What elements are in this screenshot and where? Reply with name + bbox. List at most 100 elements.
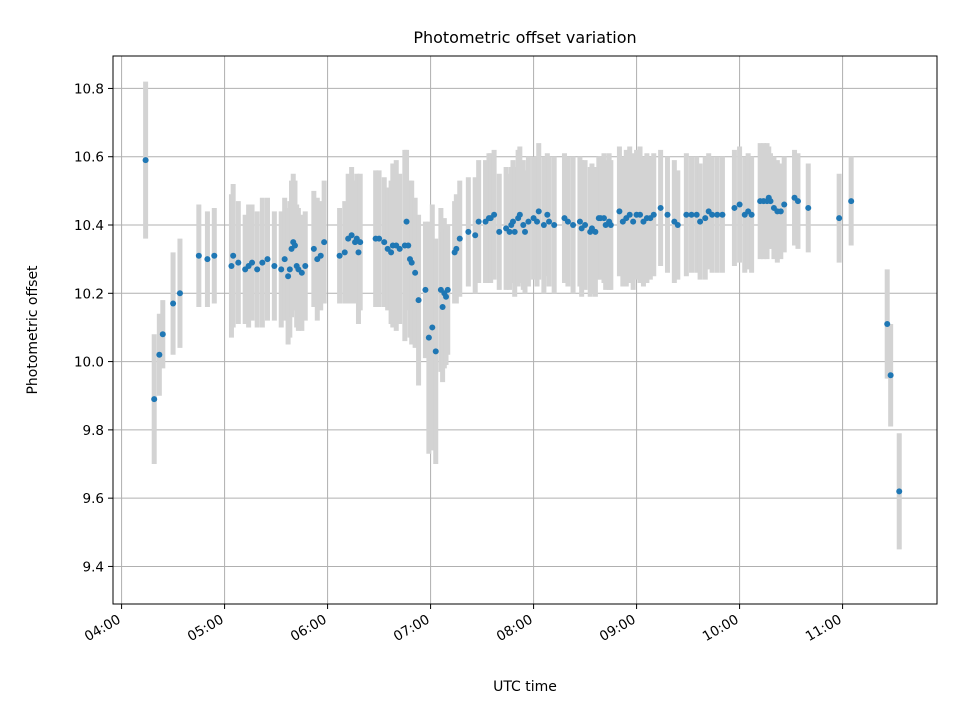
data-point bbox=[235, 259, 242, 266]
data-point bbox=[805, 204, 812, 211]
data-point bbox=[630, 218, 637, 225]
data-point bbox=[650, 211, 657, 218]
data-point bbox=[388, 249, 395, 256]
x-tick-label: 10:00 bbox=[700, 612, 742, 645]
data-point bbox=[429, 324, 436, 331]
data-point bbox=[767, 198, 774, 205]
grid-lines bbox=[113, 56, 937, 604]
data-point bbox=[465, 228, 472, 235]
data-point bbox=[535, 208, 542, 215]
data-point bbox=[336, 252, 343, 259]
data-point bbox=[736, 201, 743, 208]
y-tick-label: 9.4 bbox=[83, 559, 104, 575]
x-tick-label: 04:00 bbox=[82, 612, 124, 645]
data-point bbox=[472, 232, 479, 239]
x-tick-label: 07:00 bbox=[391, 612, 433, 645]
data-point bbox=[302, 262, 309, 269]
data-point bbox=[264, 256, 271, 263]
data-point bbox=[884, 321, 891, 328]
data-point bbox=[228, 262, 235, 269]
data-point bbox=[702, 215, 709, 222]
data-point bbox=[422, 286, 429, 293]
data-point bbox=[534, 218, 541, 225]
data-point bbox=[709, 211, 716, 218]
data-point bbox=[592, 228, 599, 235]
data-point bbox=[748, 211, 755, 218]
data-point bbox=[664, 211, 671, 218]
data-point bbox=[285, 273, 292, 280]
x-axis-label: UTC time bbox=[493, 679, 557, 695]
data-point bbox=[357, 239, 364, 246]
data-point bbox=[151, 396, 158, 403]
data-point bbox=[425, 334, 432, 341]
data-point bbox=[516, 211, 523, 218]
data-point bbox=[456, 235, 463, 242]
y-tick-label: 10.4 bbox=[74, 218, 104, 234]
data-point bbox=[693, 211, 700, 218]
chart-title: Photometric offset variation bbox=[413, 28, 636, 47]
data-point bbox=[794, 198, 801, 205]
data-point bbox=[432, 348, 439, 355]
y-tick-label: 10.6 bbox=[74, 150, 104, 166]
data-point bbox=[317, 252, 324, 259]
data-point bbox=[453, 245, 460, 252]
data-point bbox=[511, 228, 518, 235]
data-point bbox=[159, 331, 166, 338]
data-point bbox=[439, 303, 446, 310]
x-axis-ticks: 04:00 05:00 06:00 07:00 08:00 09:00 10:00 11:00 bbox=[82, 604, 845, 645]
y-tick-label: 10.8 bbox=[74, 81, 104, 97]
data-point bbox=[714, 211, 721, 218]
data-point bbox=[637, 211, 644, 218]
data-point bbox=[836, 215, 843, 222]
data-point bbox=[156, 351, 163, 358]
data-point bbox=[781, 201, 788, 208]
error-bars bbox=[143, 81, 902, 550]
data-point bbox=[396, 245, 403, 252]
data-point bbox=[230, 252, 237, 259]
data-point bbox=[444, 286, 451, 293]
x-tick-label: 09:00 bbox=[597, 612, 639, 645]
data-point bbox=[376, 235, 383, 242]
data-point bbox=[777, 208, 784, 215]
data-point bbox=[281, 256, 288, 263]
data-point bbox=[626, 211, 633, 218]
data-point bbox=[520, 222, 527, 229]
data-point bbox=[259, 259, 266, 266]
data-point bbox=[522, 228, 528, 235]
data-point bbox=[540, 222, 547, 229]
data-point bbox=[731, 204, 738, 211]
data-point bbox=[403, 218, 410, 225]
data-point bbox=[525, 218, 532, 225]
data-point bbox=[405, 242, 412, 249]
data-point bbox=[506, 228, 513, 235]
data-point bbox=[683, 211, 690, 218]
data-point bbox=[576, 218, 583, 225]
data-point bbox=[204, 256, 211, 263]
data-point bbox=[348, 232, 355, 239]
data-point bbox=[848, 198, 855, 205]
y-axis-label: Photometric offset bbox=[25, 265, 41, 395]
data-point bbox=[697, 218, 704, 225]
data-point bbox=[408, 259, 415, 266]
data-point bbox=[355, 249, 362, 256]
data-point bbox=[509, 218, 516, 225]
data-point bbox=[286, 266, 293, 273]
data-point bbox=[195, 252, 202, 259]
data-point bbox=[298, 269, 305, 276]
data-point bbox=[564, 218, 571, 225]
data-point bbox=[674, 222, 681, 229]
data-point bbox=[443, 293, 450, 300]
data-point bbox=[321, 239, 328, 246]
data-point bbox=[211, 252, 218, 259]
data-point bbox=[291, 242, 298, 249]
data-point bbox=[254, 266, 261, 273]
x-tick-label: 08:00 bbox=[494, 612, 536, 645]
data-point bbox=[887, 372, 894, 379]
data-point bbox=[310, 245, 317, 252]
data-point bbox=[688, 211, 695, 218]
data-point bbox=[381, 239, 388, 246]
data-point bbox=[616, 208, 623, 215]
data-point bbox=[607, 222, 614, 229]
x-tick-label: 05:00 bbox=[185, 612, 227, 645]
